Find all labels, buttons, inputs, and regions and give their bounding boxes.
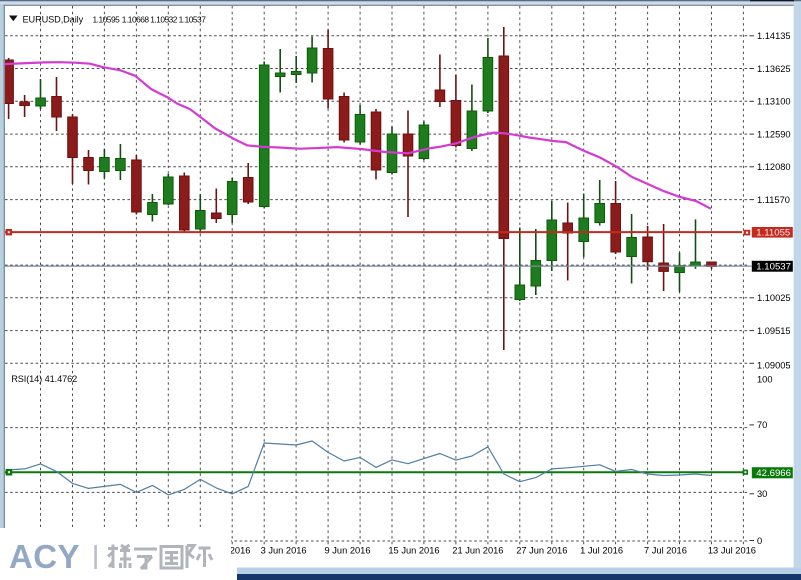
svg-text:7 Jul 2016: 7 Jul 2016 xyxy=(644,546,687,556)
svg-text:1.14135: 1.14135 xyxy=(757,31,791,41)
svg-text:RSI(14) 41.4762: RSI(14) 41.4762 xyxy=(11,374,77,384)
svg-text:1.11570: 1.11570 xyxy=(757,195,790,205)
svg-text:13 Jul 2016: 13 Jul 2016 xyxy=(708,546,756,556)
svg-text:1.09515: 1.09515 xyxy=(757,326,791,336)
svg-text:1.10537: 1.10537 xyxy=(756,262,791,273)
svg-text:1.10595: 1.10595 xyxy=(93,14,121,24)
svg-text:1.12590: 1.12590 xyxy=(757,129,791,139)
svg-text:ACY: ACY xyxy=(9,538,80,575)
svg-text:1.12080: 1.12080 xyxy=(757,162,791,172)
svg-text:21 Jun 2016: 21 Jun 2016 xyxy=(452,546,503,556)
svg-text:1 Jul 2016: 1 Jul 2016 xyxy=(580,546,623,556)
svg-text:1.13625: 1.13625 xyxy=(757,64,791,74)
svg-text:1.09005: 1.09005 xyxy=(757,360,791,370)
svg-text:1.10025: 1.10025 xyxy=(757,293,791,303)
svg-text:1.10537: 1.10537 xyxy=(179,14,207,24)
svg-text:1.10532: 1.10532 xyxy=(150,14,178,24)
svg-text:27 Jun 2016: 27 Jun 2016 xyxy=(516,546,567,556)
svg-text:42.6966: 42.6966 xyxy=(756,468,791,479)
svg-text:30: 30 xyxy=(757,489,767,499)
svg-text:EURUSD,Daily: EURUSD,Daily xyxy=(23,14,84,24)
svg-text:100: 100 xyxy=(757,374,773,384)
svg-text:1.11055: 1.11055 xyxy=(756,228,790,239)
svg-text:1.13100: 1.13100 xyxy=(757,97,791,107)
svg-text:70: 70 xyxy=(757,420,767,430)
svg-text:9 Jun 2016: 9 Jun 2016 xyxy=(325,546,371,556)
svg-text:0: 0 xyxy=(757,536,762,546)
svg-text:1.10668: 1.10668 xyxy=(122,14,150,24)
svg-text:3 Jun 2016: 3 Jun 2016 xyxy=(261,546,307,556)
svg-text:15 Jun 2016: 15 Jun 2016 xyxy=(388,546,439,556)
